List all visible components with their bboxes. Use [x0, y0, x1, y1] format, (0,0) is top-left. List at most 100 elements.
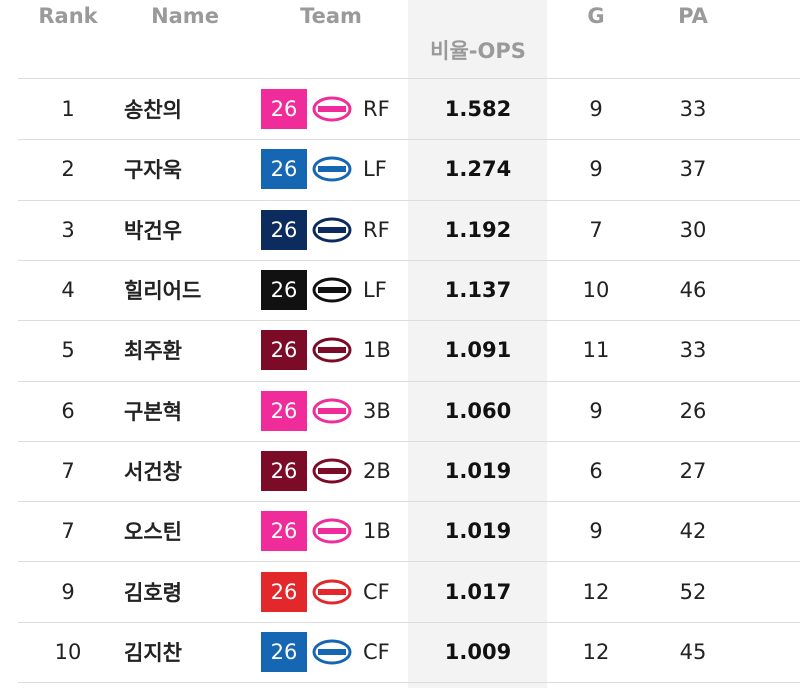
plate-appearances: 26 [679, 398, 707, 423]
logo-icon [312, 277, 352, 303]
games: 10 [582, 278, 610, 303]
team-logo [312, 636, 352, 668]
logo-icon [312, 518, 352, 544]
row-divider [18, 440, 800, 442]
rank: 2 [61, 157, 75, 182]
logo-icon [312, 639, 352, 665]
plate-appearances: 30 [679, 217, 707, 242]
plate-appearances: 33 [679, 338, 707, 363]
team-logo [312, 334, 352, 366]
row-divider [18, 501, 800, 503]
plate-appearances: 45 [679, 639, 707, 664]
position: 2B [363, 458, 391, 483]
team-badge: 26 [261, 209, 307, 250]
plate-appearances: 52 [679, 579, 707, 604]
player-name: 구본혁 [124, 399, 182, 424]
games: 11 [582, 338, 610, 363]
ops: 1.017 [444, 579, 512, 604]
games: 9 [589, 398, 603, 423]
player-name: 박건우 [124, 218, 182, 243]
rank: 3 [61, 217, 75, 242]
team-logo [312, 455, 352, 487]
team-badge: 26 [261, 330, 307, 371]
team-badge: 26 [261, 89, 307, 130]
logo-icon [312, 96, 352, 122]
rank: 9 [61, 579, 75, 604]
player-name: 최주환 [124, 339, 182, 364]
ops: 1.192 [444, 217, 512, 242]
position: LF [363, 278, 387, 303]
position: 3B [363, 398, 391, 423]
ops: 1.274 [444, 157, 512, 182]
rank: 4 [61, 278, 75, 303]
row-divider [18, 320, 800, 322]
games: 9 [589, 519, 603, 544]
position: LF [363, 157, 387, 182]
player-name: 구자욱 [124, 158, 182, 183]
plate-appearances: 27 [679, 458, 707, 483]
team-badge: 26 [261, 571, 307, 612]
rank: 5 [61, 338, 75, 363]
plate-appearances: 42 [679, 519, 707, 544]
team-badge: 26 [261, 631, 307, 672]
position: 1B [363, 338, 391, 363]
position: CF [363, 639, 390, 664]
row-divider [18, 139, 800, 141]
position: 1B [363, 519, 391, 544]
header-rank: Rank [38, 4, 98, 28]
rank: 7 [61, 519, 75, 544]
row-divider [18, 380, 800, 382]
row-divider [18, 682, 800, 683]
row-divider [18, 259, 800, 261]
position: RF [363, 97, 390, 122]
team-logo [312, 214, 352, 246]
logo-icon [312, 579, 352, 605]
row-divider [18, 621, 800, 623]
header-team: Team [300, 4, 362, 28]
logo-icon [312, 156, 352, 182]
team-badge: 26 [261, 390, 307, 431]
team-logo [312, 515, 352, 547]
games: 12 [582, 639, 610, 664]
logo-icon [312, 458, 352, 484]
games: 9 [589, 97, 603, 122]
logo-icon [312, 217, 352, 243]
header-pa: PA [678, 4, 708, 28]
header-ops: 비율-OPS [430, 39, 526, 63]
row-divider [18, 561, 800, 563]
team-logo [312, 395, 352, 427]
ops: 1.019 [444, 519, 512, 544]
rank: 1 [61, 97, 75, 122]
ops: 1.091 [444, 338, 512, 363]
ops: 1.060 [444, 398, 512, 423]
row-divider [18, 199, 800, 201]
rank: 7 [61, 458, 75, 483]
team-logo [312, 93, 352, 125]
ops: 1.137 [444, 278, 512, 303]
plate-appearances: 46 [679, 278, 707, 303]
player-name: 송찬의 [124, 98, 182, 123]
ops-column-bg [408, 0, 547, 688]
rank: 10 [54, 639, 82, 664]
header-divider [18, 78, 800, 79]
player-name: 서건창 [124, 459, 182, 484]
logo-icon [312, 337, 352, 363]
team-badge: 26 [261, 511, 307, 552]
team-logo [312, 274, 352, 306]
player-name: 힐리어드 [124, 279, 202, 304]
games: 7 [589, 217, 603, 242]
player-name: 김지찬 [124, 640, 182, 665]
plate-appearances: 33 [679, 97, 707, 122]
player-name: 김호령 [124, 580, 182, 605]
ops: 1.019 [444, 458, 512, 483]
ops: 1.009 [444, 639, 512, 664]
team-badge: 26 [261, 270, 307, 311]
games: 9 [589, 157, 603, 182]
team-logo [312, 576, 352, 608]
header-g: G [587, 4, 605, 28]
team-badge: 26 [261, 149, 307, 190]
position: CF [363, 579, 390, 604]
logo-icon [312, 398, 352, 424]
ops: 1.582 [444, 97, 512, 122]
